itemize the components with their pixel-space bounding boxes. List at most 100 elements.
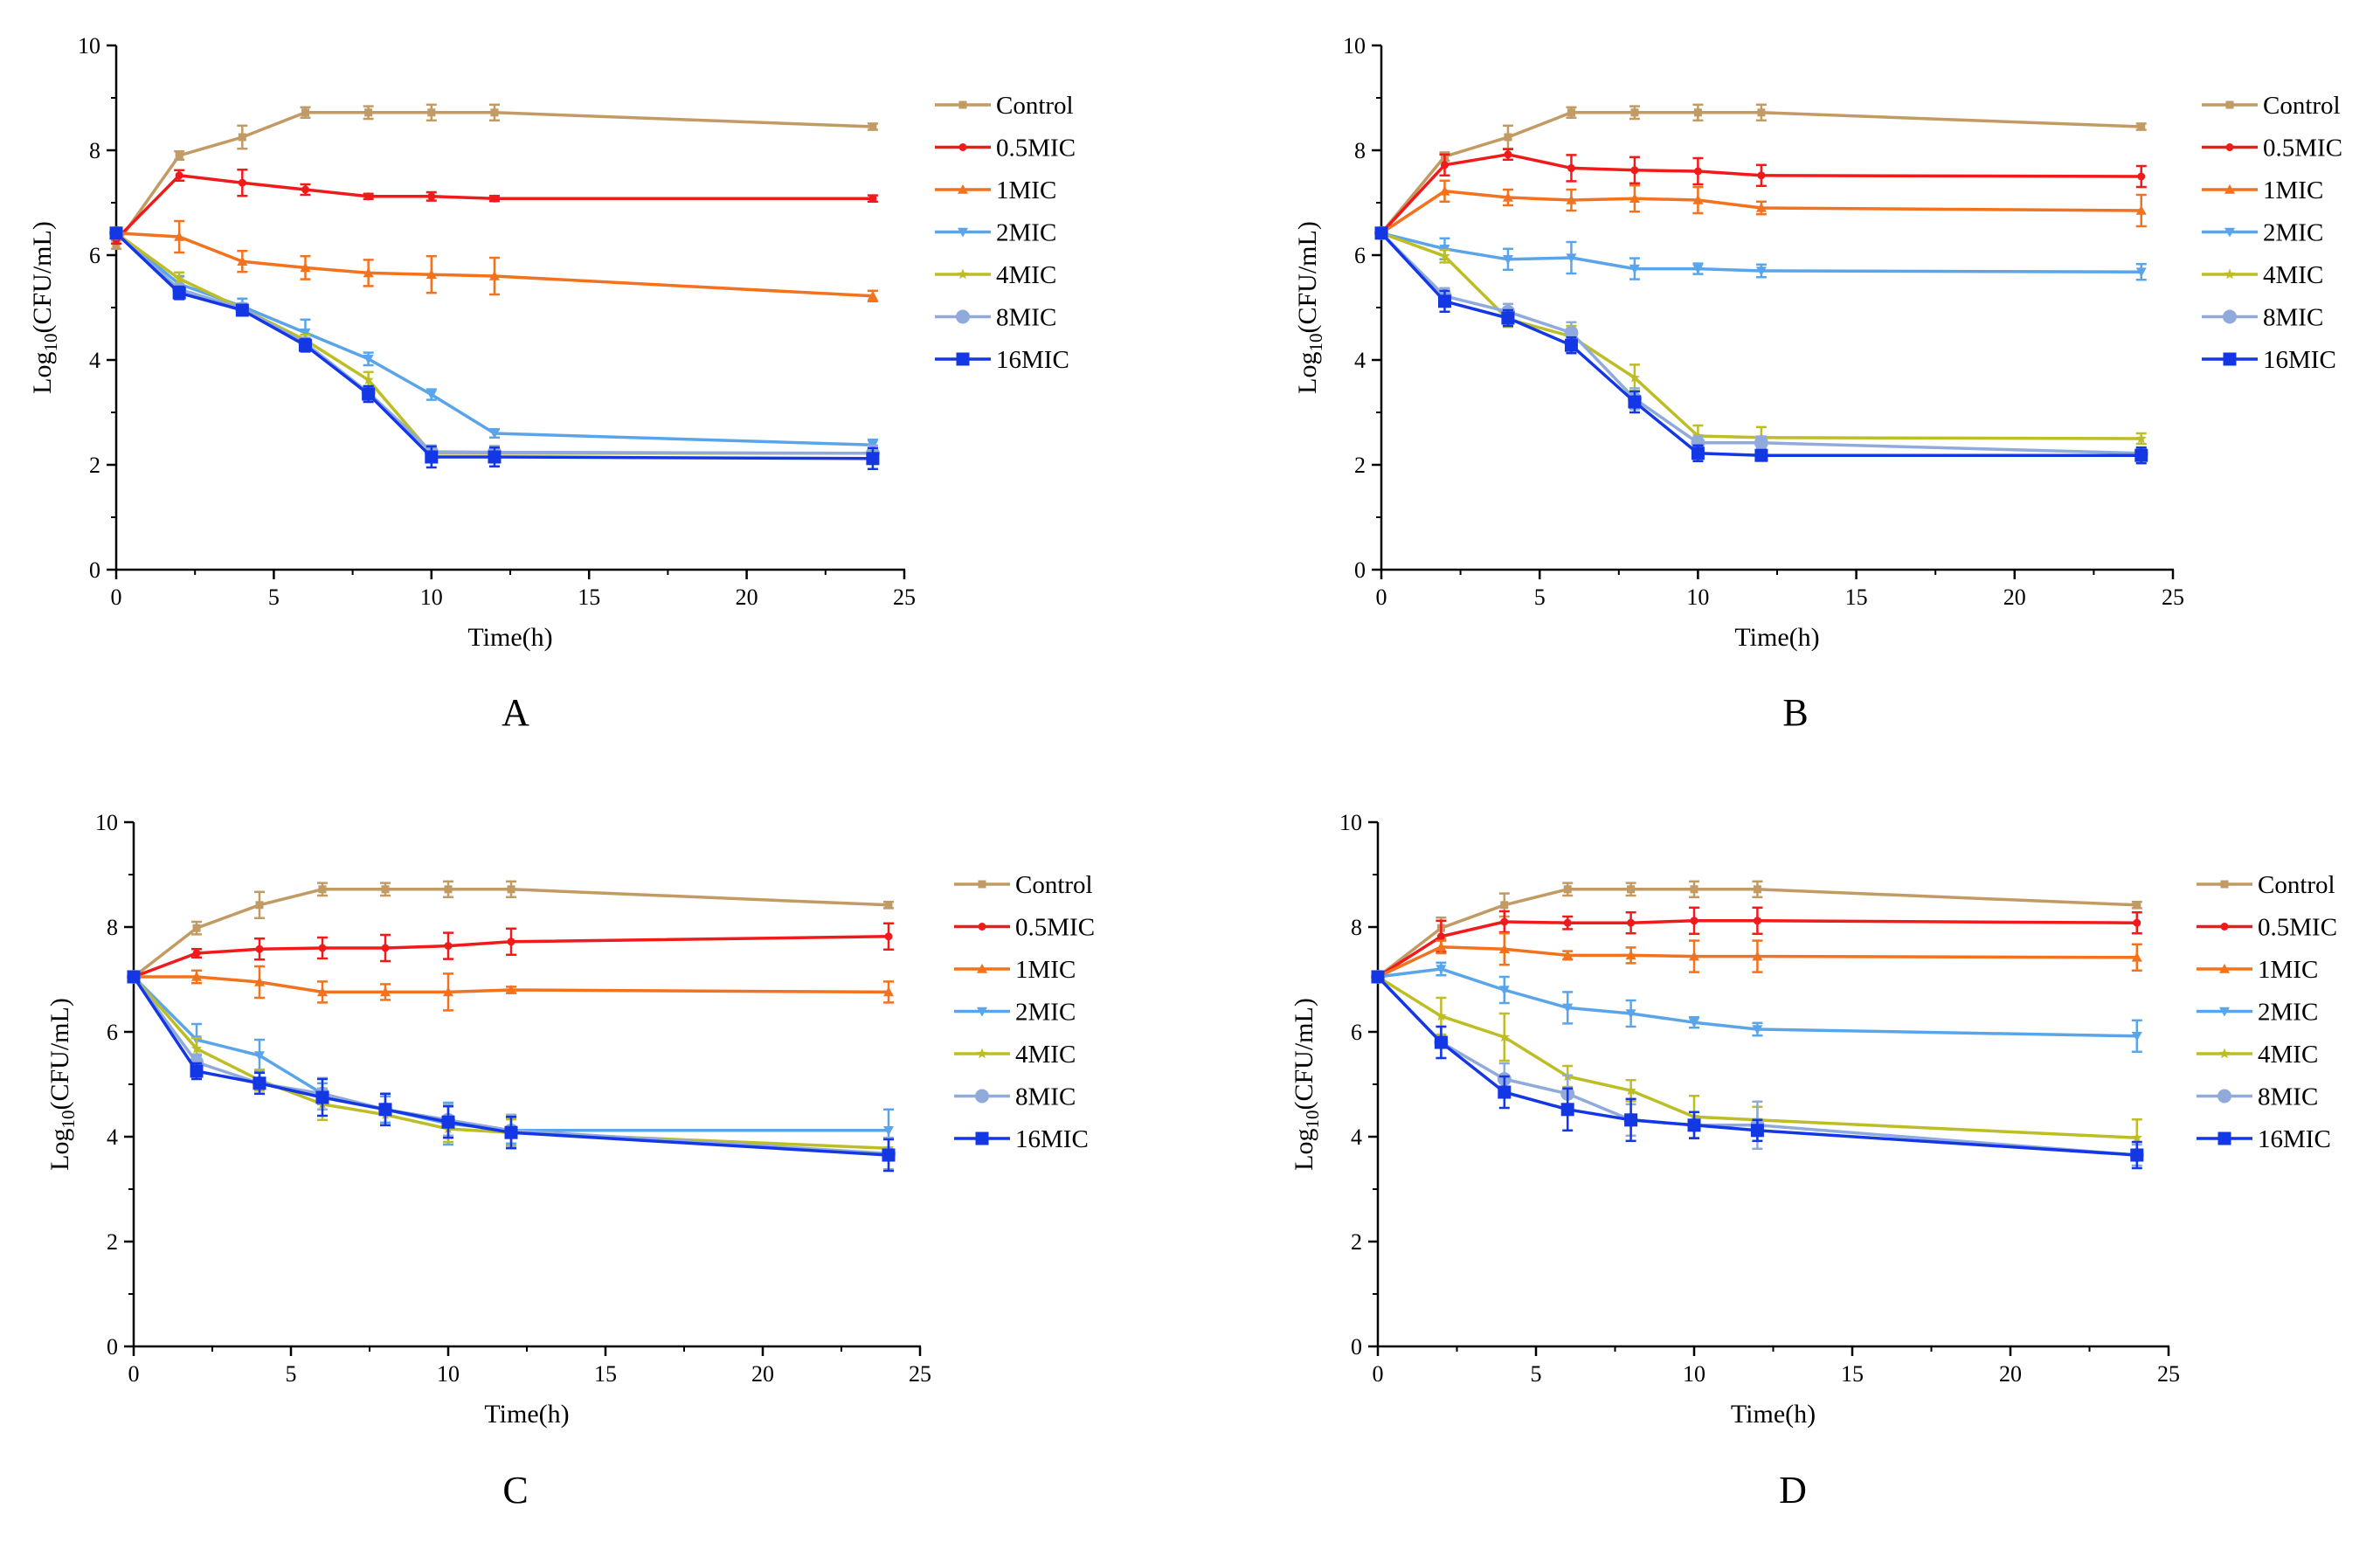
data-point xyxy=(318,885,327,894)
x-tick-label: 25 xyxy=(2157,1361,2180,1387)
legend-label: 8MIC xyxy=(1015,1083,1076,1111)
legend-item: 2MIC xyxy=(2197,999,2318,1027)
data-point xyxy=(867,290,878,301)
legend-item: 1MIC xyxy=(935,176,1056,204)
y-tick-label: 8 xyxy=(107,915,118,940)
legend-marker xyxy=(977,964,987,973)
x-tick-label: 5 xyxy=(1531,1361,1542,1387)
y-tick-label: 8 xyxy=(89,138,100,163)
legend-label: 16MIC xyxy=(2258,1125,2331,1153)
data-point xyxy=(882,1148,896,1162)
series-Control xyxy=(1373,880,2142,981)
data-point xyxy=(364,108,373,117)
data-point xyxy=(884,901,893,910)
x-tick-label: 25 xyxy=(2162,585,2184,610)
legend-item: 1MIC xyxy=(2202,176,2323,204)
data-point xyxy=(507,938,515,946)
series-1MIC xyxy=(1376,179,2147,238)
x-tick-label: 15 xyxy=(578,585,600,610)
data-point xyxy=(192,924,201,932)
y-axis-title-main: Log xyxy=(45,1129,74,1171)
legend-item: 8MIC xyxy=(954,1083,1076,1111)
legend-label: 16MIC xyxy=(1015,1125,1089,1153)
data-point xyxy=(1436,932,1445,941)
data-point xyxy=(1754,435,1768,450)
legend-item: Control xyxy=(2202,92,2341,120)
series-line xyxy=(114,174,873,241)
data-point xyxy=(1502,192,1513,202)
data-point xyxy=(235,303,249,317)
data-point xyxy=(488,271,500,280)
data-point xyxy=(1755,266,1767,276)
legend-marker xyxy=(975,1089,989,1104)
y-tick-label: 8 xyxy=(1351,915,1362,940)
x-tick-label: 15 xyxy=(1841,1361,1864,1387)
data-point xyxy=(2133,918,2141,927)
series-2MIC xyxy=(1373,961,2142,1054)
series-line xyxy=(134,975,889,994)
x-tick-label: 20 xyxy=(736,585,758,610)
legend-label: 1MIC xyxy=(1015,956,1076,984)
legend-item: 4MIC xyxy=(2202,261,2323,289)
series-line xyxy=(1377,975,2137,1139)
series-line xyxy=(132,975,889,1155)
data-point xyxy=(1627,885,1636,894)
data-point xyxy=(1624,1113,1638,1127)
x-tick-label: 20 xyxy=(1999,1361,2022,1387)
y-tick-label: 0 xyxy=(89,557,100,583)
x-tick-label: 5 xyxy=(268,585,280,610)
legend-item: 2MIC xyxy=(954,999,1076,1027)
legend-marker xyxy=(2224,268,2236,280)
data-point xyxy=(238,178,246,187)
series-8MIC xyxy=(1374,225,2148,460)
legend-label: 8MIC xyxy=(2258,1083,2318,1111)
data-point xyxy=(488,429,500,439)
legend-marker xyxy=(2224,227,2235,238)
data-point xyxy=(1563,918,1572,927)
data-point xyxy=(300,262,311,273)
x-tick-label: 10 xyxy=(420,585,443,610)
data-point xyxy=(1630,108,1639,117)
data-point xyxy=(427,108,436,117)
data-point xyxy=(1567,163,1575,172)
data-point xyxy=(1689,951,1699,961)
legend-label: 2MIC xyxy=(1015,999,1076,1027)
panel-label: B xyxy=(1782,691,1808,734)
data-point xyxy=(1625,950,1636,960)
y-tick-label: 2 xyxy=(89,453,100,478)
data-point xyxy=(1687,1118,1701,1132)
data-point xyxy=(427,192,436,201)
x-axis-title: Time(h) xyxy=(467,623,552,652)
data-point xyxy=(1753,917,1761,925)
series-line xyxy=(1380,232,2141,440)
data-point xyxy=(488,450,502,464)
data-point xyxy=(1625,1009,1636,1019)
data-point xyxy=(255,901,264,910)
data-point xyxy=(1436,941,1447,951)
data-point xyxy=(1436,965,1447,974)
data-point xyxy=(1689,1018,1699,1028)
legend-marker xyxy=(958,227,968,238)
legend-marker xyxy=(956,309,970,324)
data-point xyxy=(1757,108,1766,117)
series-line xyxy=(115,232,874,298)
y-axis-title: Log10(CFU/mL) xyxy=(28,221,61,394)
series-0.5MIC xyxy=(128,922,894,981)
panel-label: A xyxy=(502,691,529,734)
data-point xyxy=(1434,1035,1448,1049)
data-point xyxy=(363,374,374,385)
data-point xyxy=(237,256,248,266)
panel-label: D xyxy=(1779,1469,1807,1512)
x-tick-label: 0 xyxy=(111,585,122,610)
chart-panel-B: 0 5 10 15 20 250246810Time(h)Log10(CFU/mL)Con… xyxy=(1293,33,2342,734)
legend-item: 0.5MIC xyxy=(935,135,1076,163)
data-point xyxy=(1500,917,1509,926)
data-point xyxy=(506,985,516,994)
data-point xyxy=(868,194,877,203)
x-tick-label: 5 xyxy=(1534,585,1546,610)
legend-marker xyxy=(978,880,986,889)
legend-label: Control xyxy=(1015,871,1093,899)
data-point xyxy=(1754,448,1768,462)
legend-marker xyxy=(976,1048,988,1059)
